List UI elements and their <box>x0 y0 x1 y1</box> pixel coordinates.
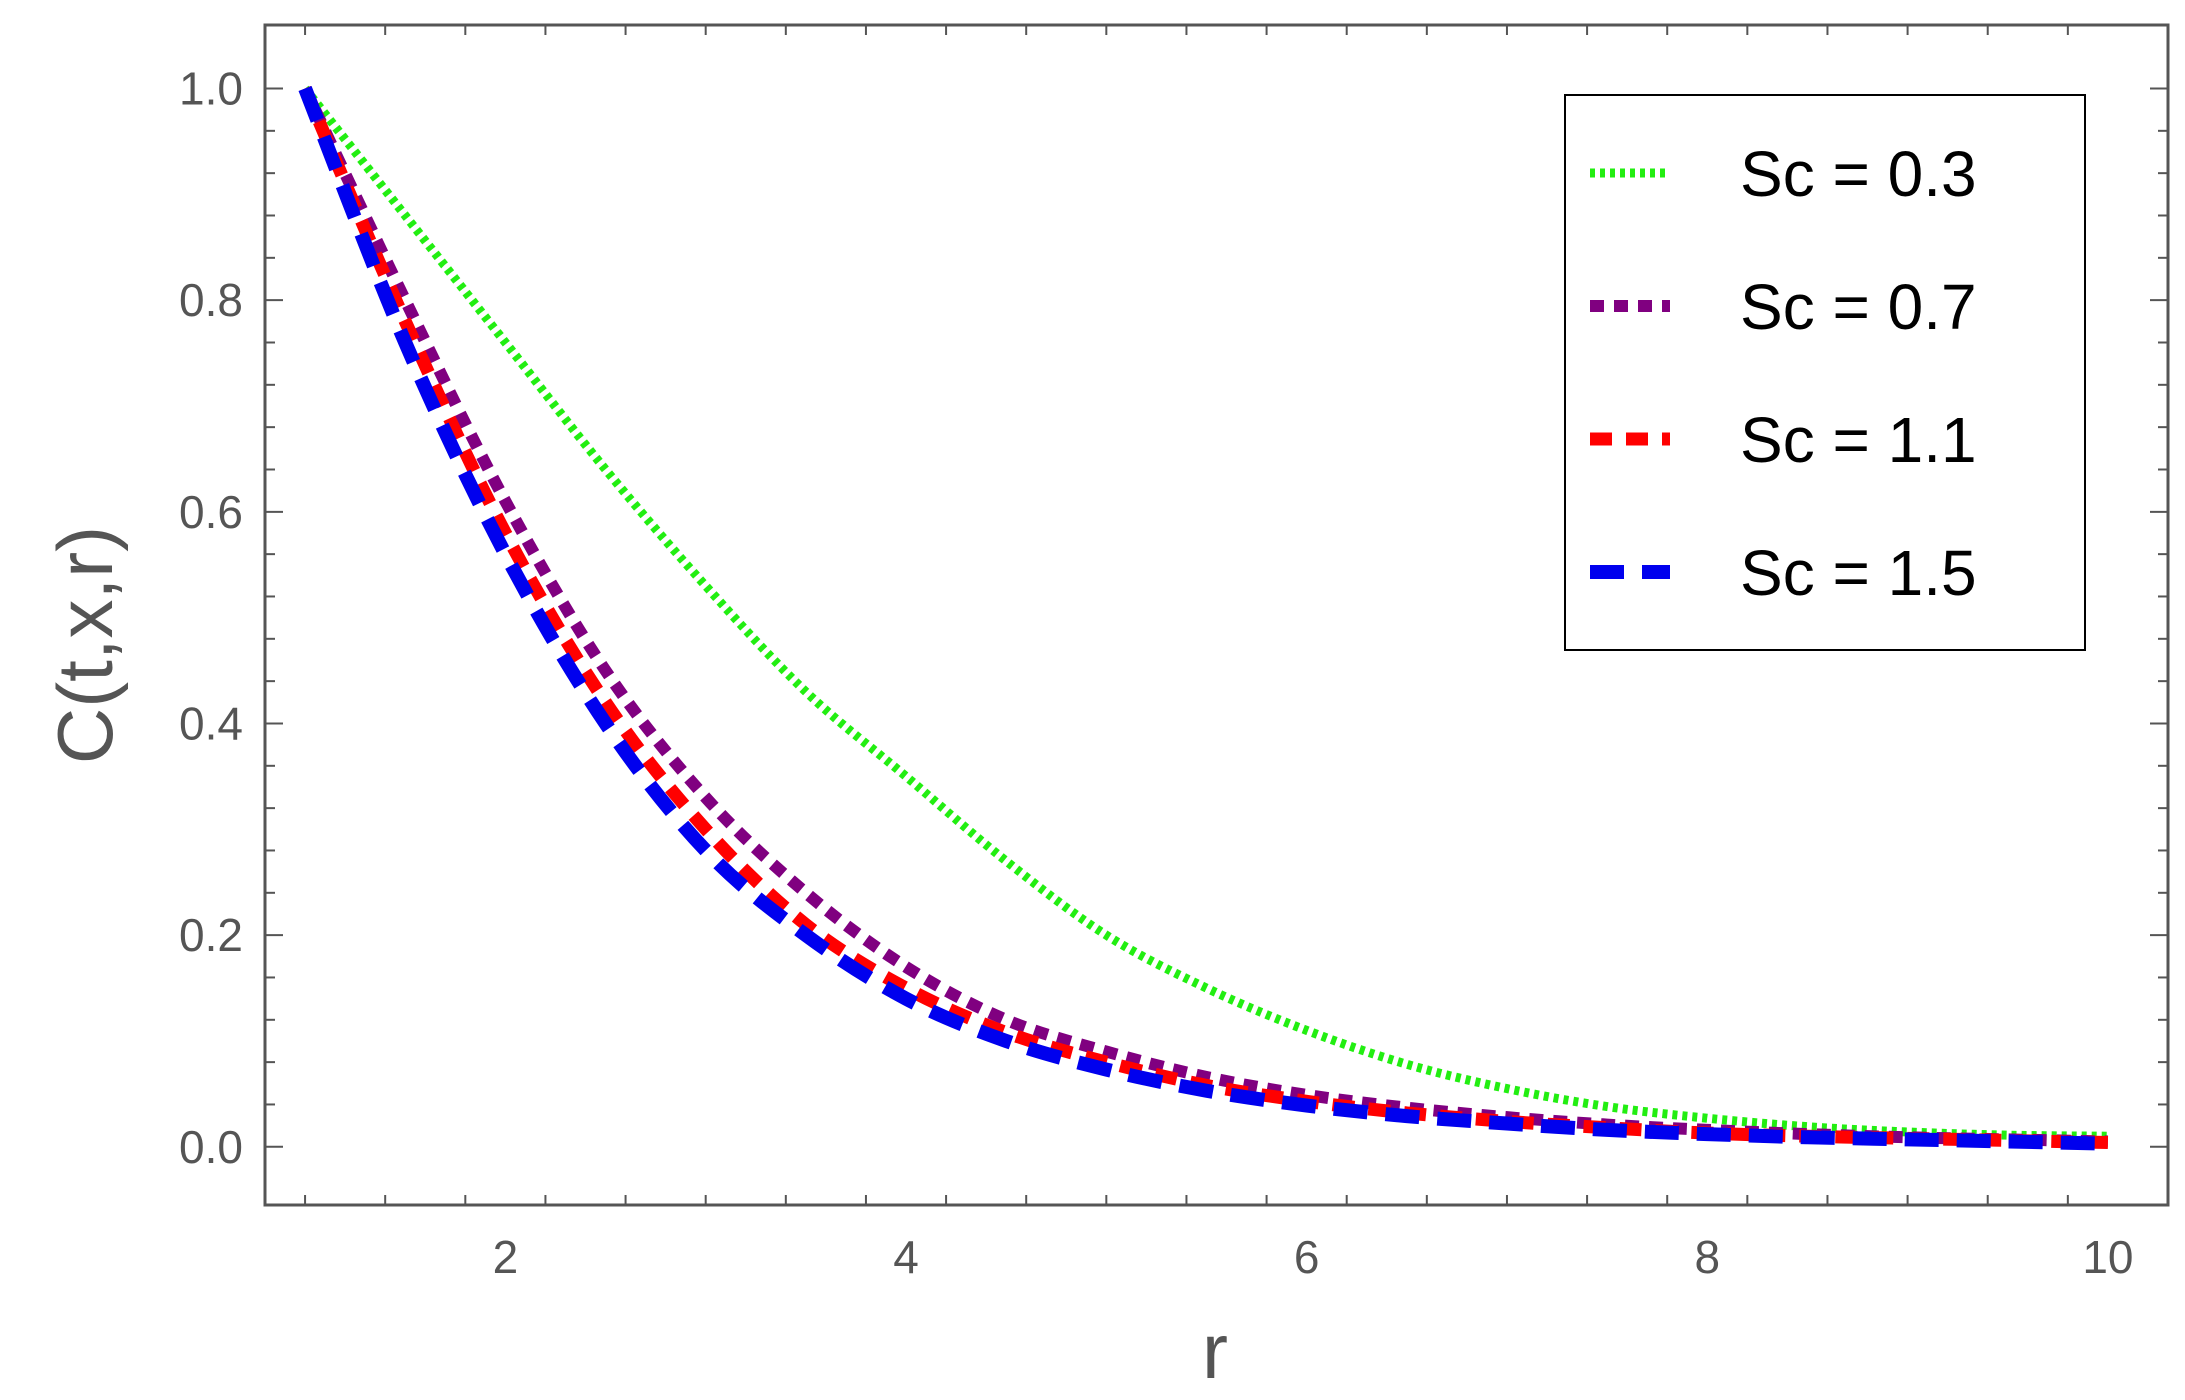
y-tick-label: 0.0 <box>179 1121 243 1173</box>
legend-label: Sc = 1.5 <box>1740 537 1977 609</box>
y-tick-label: 0.2 <box>179 909 243 961</box>
y-tick-label: 0.4 <box>179 697 243 749</box>
x-tick-label: 10 <box>2082 1231 2133 1283</box>
x-axis-title: r <box>1202 1307 1228 1395</box>
plot-frame <box>263 23 2170 1207</box>
legend-box <box>1564 94 2086 651</box>
y-axis-title: C(t,x,r) <box>41 526 129 764</box>
x-axis-ticks: 2 4 6 8 10 <box>304 25 2133 1283</box>
x-tick-label: 4 <box>893 1231 919 1283</box>
series-layer <box>298 85 2109 1151</box>
series-line <box>301 85 2108 1141</box>
y-tick-label: 0.6 <box>179 486 243 538</box>
legend-label: Sc = 1.1 <box>1740 404 1977 476</box>
y-axis-ticks: 0.0 0.2 0.4 0.6 0.8 1.0 <box>179 62 2168 1173</box>
legend-label: Sc = 0.3 <box>1740 138 1977 210</box>
y-tick-label: 0.8 <box>179 274 243 326</box>
series-line <box>298 85 2109 1151</box>
x-tick-label: 2 <box>493 1231 519 1283</box>
legend-label: Sc = 0.7 <box>1740 271 1977 343</box>
x-tick-label: 6 <box>1294 1231 1320 1283</box>
x-tick-label: 8 <box>1694 1231 1720 1283</box>
legend: Sc = 0.3 Sc = 0.7 Sc = 1.1 Sc = 1.5 <box>1564 94 2086 651</box>
series-line <box>299 85 2109 1148</box>
y-tick-label: 1.0 <box>179 62 243 114</box>
